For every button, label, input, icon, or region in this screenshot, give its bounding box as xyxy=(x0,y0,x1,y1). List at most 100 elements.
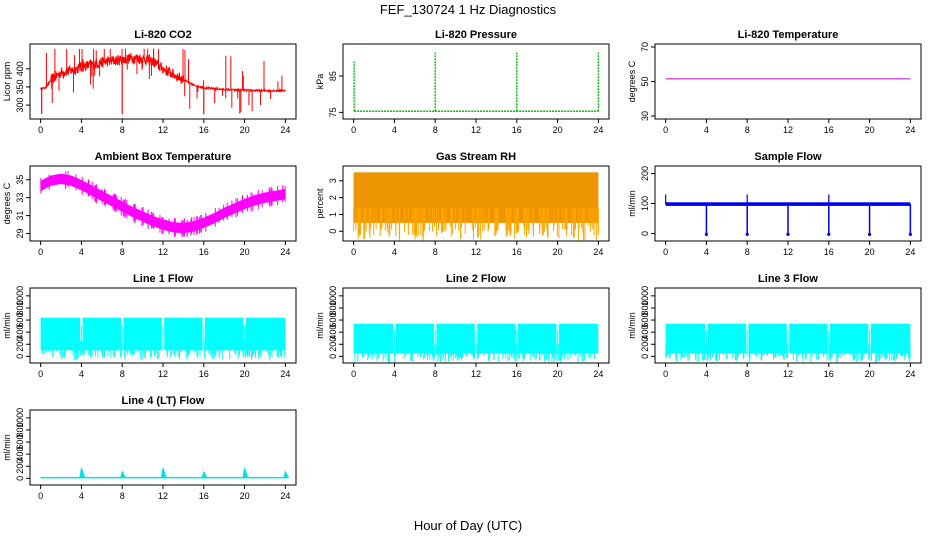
y-tick-label: 600 xyxy=(15,435,25,450)
x-tick-label: 24 xyxy=(593,369,603,379)
y-tick-label: 400 xyxy=(640,325,650,340)
x-tick-label: 20 xyxy=(553,125,563,135)
y-tick-label: 0 xyxy=(328,229,338,234)
y-axis-label: ml/min xyxy=(627,190,637,217)
x-tick-label: 12 xyxy=(471,125,481,135)
y-axis-label: kPa xyxy=(315,74,325,90)
panel-8: Line 2 Flow ml/min 0 4 8 12 16 20 24 0 20040060080… xyxy=(315,273,610,379)
x-tick-label: 16 xyxy=(824,369,834,379)
x-tick-label: 12 xyxy=(471,369,481,379)
x-tick-label: 16 xyxy=(199,125,209,135)
series-spike xyxy=(120,470,127,479)
y-tick-label: 0 xyxy=(15,354,25,359)
x-tick-label: 20 xyxy=(240,369,250,379)
y-axis-label: ml/min xyxy=(627,312,637,339)
panel-data xyxy=(40,317,286,361)
panel-data xyxy=(353,172,599,241)
y-tick-label: 30 xyxy=(640,111,650,121)
y-tick-label: 85 xyxy=(328,71,338,81)
y-tick-label: 400 xyxy=(15,447,25,462)
series-dip-point xyxy=(867,232,872,236)
x-tick-label: 16 xyxy=(512,369,522,379)
series-band xyxy=(870,323,911,354)
y-tick-label: 200 xyxy=(15,337,25,352)
series-dip-point xyxy=(786,232,790,236)
y-axis-label: ml/min xyxy=(2,434,12,461)
x-tick-label: 24 xyxy=(280,247,290,257)
plot-frame xyxy=(29,409,297,486)
y-tick-label: 600 xyxy=(640,313,650,328)
panel-data xyxy=(665,194,912,236)
plot-frame xyxy=(654,43,922,120)
y-tick-label: 600 xyxy=(328,313,338,328)
y-tick-label: 3 xyxy=(328,178,338,183)
y-tick-label: 0 xyxy=(328,354,338,359)
x-tick-label: 4 xyxy=(704,125,709,135)
plot-frame xyxy=(29,43,297,120)
plot-frame xyxy=(29,287,297,364)
panel-title: Sample Flow xyxy=(754,151,822,163)
x-tick-label: 0 xyxy=(38,369,43,379)
y-tick-label: 200 xyxy=(15,459,25,474)
panel-title: Li-820 Temperature xyxy=(738,29,839,41)
panel-title: Line 4 (LT) Flow xyxy=(122,395,205,407)
figure-x-axis-title: Hour of Day (UTC) xyxy=(413,518,523,533)
x-tick-label: 8 xyxy=(433,125,438,135)
panel-title: Gas Stream RH xyxy=(436,151,516,163)
y-axis-label: percent xyxy=(315,188,325,219)
y-tick-label: 800 xyxy=(640,300,650,315)
y-tick-label: 200 xyxy=(328,337,338,352)
y-tick-label: 400 xyxy=(15,61,25,76)
x-tick-label: 8 xyxy=(120,491,125,501)
figure-title: FEF_130724 1 Hz Diagnostics xyxy=(379,2,557,17)
x-tick-label: 24 xyxy=(905,125,915,135)
x-tick-label: 12 xyxy=(783,369,793,379)
y-tick-label: 0 xyxy=(640,354,650,359)
y-tick-label: 1000 xyxy=(640,286,650,306)
y-tick-label: 1000 xyxy=(15,286,25,306)
y-axis-label: ml/min xyxy=(315,312,325,339)
panel-1: Li-820 CO2 Licor ppm 0 4 8 12 16 20 24 300 350 400 xyxy=(2,29,297,135)
y-tick-label: 0 xyxy=(15,476,25,481)
x-tick-label: 12 xyxy=(783,247,793,257)
x-tick-label: 0 xyxy=(663,125,668,135)
series-band xyxy=(40,173,286,234)
y-tick-label: 600 xyxy=(15,313,25,328)
y-tick-label: 100 xyxy=(640,196,650,211)
x-tick-label: 8 xyxy=(745,369,750,379)
x-tick-label: 8 xyxy=(120,369,125,379)
x-tick-label: 0 xyxy=(663,369,668,379)
y-tick-label: 1000 xyxy=(15,408,25,428)
x-tick-label: 24 xyxy=(905,247,915,257)
x-tick-label: 12 xyxy=(158,247,168,257)
y-tick-label: 200 xyxy=(640,337,650,352)
x-tick-label: 4 xyxy=(79,369,84,379)
x-tick-label: 8 xyxy=(120,125,125,135)
series-spike xyxy=(201,470,208,479)
x-tick-label: 12 xyxy=(471,247,481,257)
series-spike xyxy=(242,467,249,479)
x-tick-label: 24 xyxy=(593,125,603,135)
x-tick-label: 12 xyxy=(158,491,168,501)
panel-data xyxy=(40,170,286,238)
x-tick-label: 20 xyxy=(865,247,875,257)
x-tick-label: 20 xyxy=(553,247,563,257)
x-tick-label: 12 xyxy=(158,125,168,135)
x-tick-label: 24 xyxy=(593,247,603,257)
panel-title: Line 1 Flow xyxy=(133,273,193,285)
y-tick-label: 300 xyxy=(15,98,25,113)
x-tick-label: 8 xyxy=(745,247,750,257)
y-axis-label: degrees C xyxy=(2,182,12,224)
y-tick-label: 1000 xyxy=(328,286,338,306)
panel-data xyxy=(665,323,911,363)
panel-7: Line 1 Flow ml/min 0 4 8 12 16 20 24 0 20040060080… xyxy=(2,273,297,379)
y-tick-label: 800 xyxy=(328,300,338,315)
panel-title: Ambient Box Temperature xyxy=(95,151,232,163)
x-tick-label: 20 xyxy=(553,369,563,379)
x-tick-label: 16 xyxy=(824,247,834,257)
y-axis-label: ml/min xyxy=(2,312,12,339)
x-tick-label: 4 xyxy=(392,247,397,257)
panel-title: Li-820 Pressure xyxy=(435,29,517,41)
panel-data xyxy=(353,323,599,363)
series-dip-point xyxy=(704,232,709,236)
